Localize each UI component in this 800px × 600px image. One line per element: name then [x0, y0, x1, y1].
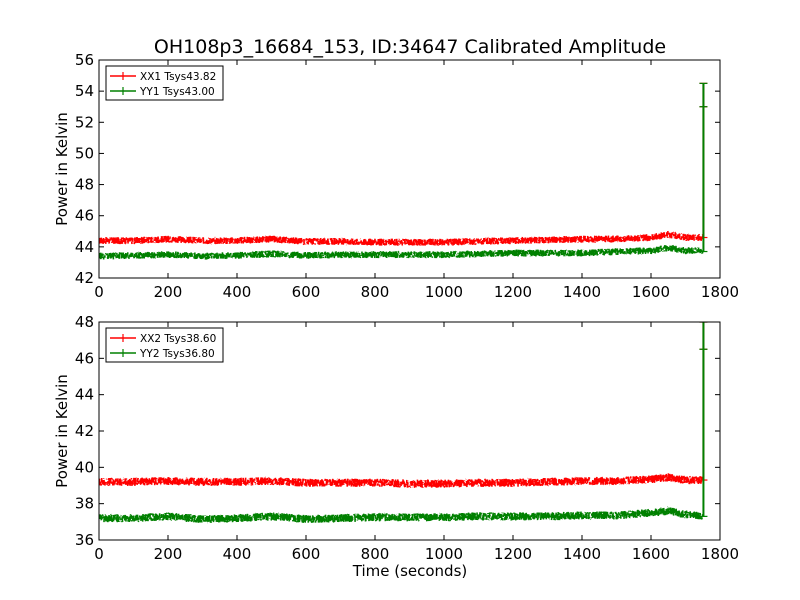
- y-tick-label: 52: [75, 113, 94, 131]
- x-tick-label: 1600: [632, 545, 670, 563]
- y-tick-label: 48: [75, 176, 94, 194]
- y-tick-label: 44: [75, 386, 94, 404]
- x-tick-label: 400: [223, 283, 252, 301]
- legend-label: YY2 Tsys36.80: [139, 348, 215, 360]
- chart-title: OH108p3_16684_153, ID:34647 Calibrated A…: [154, 36, 666, 58]
- series-line: [99, 244, 704, 260]
- x-tick-label: 1400: [563, 545, 601, 563]
- series-line: [99, 473, 704, 489]
- bottom-panel: 0 200 400 600 800 1000 1200 1400 1600 1800 36 38 40 4…: [53, 313, 739, 563]
- axes-frame: [98, 59, 721, 279]
- x-tick-label: 1400: [563, 283, 601, 301]
- series-line: [99, 506, 704, 524]
- y-tick-label: 36: [75, 531, 94, 549]
- x-tick-label: 0: [94, 283, 104, 301]
- x-tick-label: 200: [154, 545, 183, 563]
- legend-label: YY1 Tsys43.00: [139, 86, 215, 98]
- y-tick-label: 54: [75, 82, 94, 100]
- legend-box: [105, 65, 224, 101]
- y-axis-label: Power in Kelvin: [53, 374, 71, 488]
- x-tick-label: 1600: [632, 283, 670, 301]
- x-tick-label: 600: [292, 283, 321, 301]
- x-tick-label: 1200: [494, 545, 532, 563]
- legend-label: XX2 Tsys38.60: [140, 333, 216, 345]
- y-tick-label: 42: [75, 269, 94, 287]
- series-yy1: [99, 82, 708, 260]
- y-tick-label: 48: [75, 313, 94, 331]
- x-tick-label: 400: [223, 545, 252, 563]
- x-tick-label: 200: [154, 283, 183, 301]
- x-tick-label: 1000: [425, 545, 463, 563]
- y-tick-label: 38: [75, 495, 94, 513]
- x-tick-label: 800: [361, 283, 390, 301]
- y-tick-label: 40: [75, 458, 94, 476]
- x-tick-label: 600: [292, 545, 321, 563]
- legend: XX2 Tsys38.60 YY2 Tsys36.80: [105, 327, 224, 363]
- legend-label: XX1 Tsys43.82: [140, 71, 216, 83]
- series-line: [99, 230, 704, 247]
- y-tick-label: 46: [75, 207, 94, 225]
- y-tick-label: 46: [75, 349, 94, 367]
- x-tick-label: 1000: [425, 283, 463, 301]
- y-tick-label: 44: [75, 238, 94, 256]
- x-tick-label: 0: [94, 545, 104, 563]
- legend-box: [105, 327, 224, 363]
- top-panel: 0 200 400 600 800 1000 1200 1400 1600 1800 42 44 46 4…: [53, 51, 739, 301]
- series-xx1: [99, 82, 708, 247]
- x-axis-label: Time (seconds): [352, 562, 468, 580]
- x-tick-label: 1200: [494, 283, 532, 301]
- x-tick-label: 1800: [701, 545, 739, 563]
- y-tick-label: 42: [75, 422, 94, 440]
- x-tick-label: 800: [361, 545, 390, 563]
- y-axis-label: Power in Kelvin: [53, 112, 71, 226]
- legend: XX1 Tsys43.82 YY1 Tsys43.00: [105, 65, 224, 101]
- y-tick-label: 56: [75, 51, 94, 69]
- y-tick-label: 50: [75, 144, 94, 162]
- x-tick-label: 1800: [701, 283, 739, 301]
